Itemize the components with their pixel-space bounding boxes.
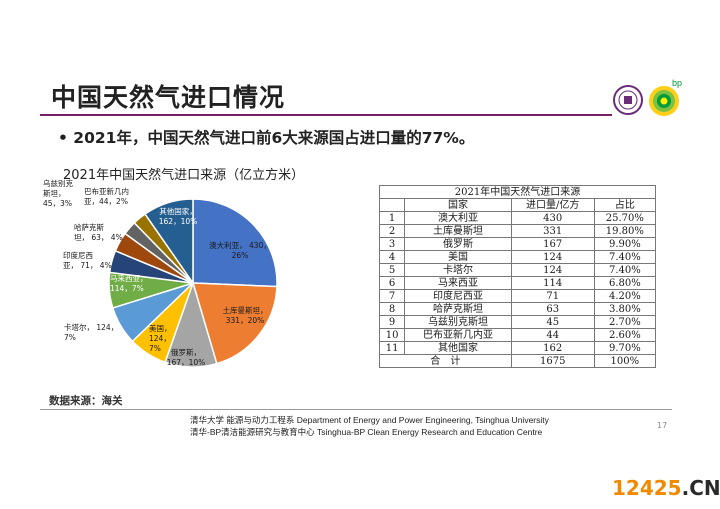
table-header-row: 国家 进口量/亿方 占比 bbox=[378, 198, 657, 212]
watermark-dot: . bbox=[681, 476, 690, 500]
header-country: 国家 bbox=[404, 198, 512, 212]
slice-data-label: 卡塔尔， 124， 7% bbox=[64, 322, 118, 342]
row-index: 2 bbox=[378, 224, 406, 238]
row-index: 6 bbox=[378, 276, 406, 290]
table-title: 2021年中国天然气进口来源 bbox=[379, 185, 656, 199]
row-share: 2.70% bbox=[593, 315, 657, 329]
import-sources-table: 2021年中国天然气进口来源 国家 进口量/亿方 占比 1 澳大利亚 430 25.7… bbox=[378, 185, 657, 368]
slice-data-label: 马来西亚， 114，7% bbox=[110, 274, 148, 293]
table-row: 11 其他国家 162 9.70% bbox=[378, 341, 657, 355]
watermark-suffix: CN bbox=[689, 476, 720, 500]
row-share: 9.90% bbox=[593, 237, 657, 251]
bp-helios-logo-icon: bp bbox=[649, 78, 682, 116]
row-volume: 167 bbox=[510, 237, 595, 251]
row-index: 10 bbox=[378, 328, 406, 342]
table-row: 9 乌兹别克斯坦 45 2.70% bbox=[378, 315, 657, 329]
row-index: 11 bbox=[378, 341, 406, 355]
row-share: 25.70% bbox=[593, 211, 657, 225]
site-watermark: 12425.CN bbox=[612, 476, 720, 500]
slice-data-label: 澳大利亚， 430， 26% bbox=[209, 240, 271, 260]
pie-chart: 澳大利亚， 430， 26% 土库曼斯坦， 331，20% 俄罗斯， 167，10%美国，… bbox=[43, 178, 278, 368]
row-country: 哈萨克斯坦 bbox=[404, 302, 512, 316]
row-volume: 124 bbox=[510, 250, 595, 264]
row-index: 8 bbox=[378, 302, 406, 316]
page-number: 17 bbox=[657, 421, 668, 430]
footer-centre: 清华-BP清洁能源研究与教育中心 Tsinghua-BP Clean Energ… bbox=[190, 427, 543, 437]
row-volume: 162 bbox=[510, 341, 595, 355]
row-country: 马来西亚 bbox=[404, 276, 512, 290]
table-row: 1 澳大利亚 430 25.70% bbox=[378, 211, 657, 225]
slice-data-label: 哈萨克斯坦， 63， 4% bbox=[74, 222, 123, 242]
table-row: 10 巴布亚新几内亚 44 2.60% bbox=[378, 328, 657, 342]
row-volume: 63 bbox=[510, 302, 595, 316]
row-country: 土库曼斯坦 bbox=[404, 224, 512, 238]
row-country: 巴布亚新几内亚 bbox=[404, 328, 512, 342]
row-share: 7.40% bbox=[593, 250, 657, 264]
row-country: 俄罗斯 bbox=[404, 237, 512, 251]
row-volume: 331 bbox=[510, 224, 595, 238]
row-volume: 124 bbox=[510, 263, 595, 277]
table-row: 4 美国 124 7.40% bbox=[378, 250, 657, 264]
pie-slice bbox=[143, 198, 194, 286]
row-volume: 45 bbox=[510, 315, 595, 329]
row-country: 卡塔尔 bbox=[404, 263, 512, 277]
row-share: 9.70% bbox=[593, 341, 657, 355]
row-share: 7.40% bbox=[593, 263, 657, 277]
row-share: 4.20% bbox=[593, 289, 657, 303]
header-index bbox=[378, 198, 406, 212]
row-country: 乌兹别克斯坦 bbox=[404, 315, 512, 329]
row-share: 3.80% bbox=[593, 302, 657, 316]
table-row: 8 哈萨克斯坦 63 3.80% bbox=[378, 302, 657, 316]
row-country: 其他国家 bbox=[404, 341, 512, 355]
row-index: 4 bbox=[378, 250, 406, 264]
pie-slice bbox=[192, 198, 278, 288]
key-finding-bullet: • 2021年，中国天然气进口前6大来源国占进口量的77%。 bbox=[58, 129, 475, 147]
table-row: 6 马来西亚 114 6.80% bbox=[378, 276, 657, 290]
row-country: 澳大利亚 bbox=[404, 211, 512, 225]
header-share: 占比 bbox=[593, 198, 657, 212]
slice-data-label: 乌兹别克斯坦， 45，3% bbox=[43, 178, 73, 208]
title-divider bbox=[40, 114, 612, 116]
slice-data-label: 其他国家， 162，10% bbox=[159, 206, 198, 226]
row-country: 美国 bbox=[404, 250, 512, 264]
footer-department: 清华大学 能源与动力工程系 Department of Energy and P… bbox=[190, 415, 549, 425]
row-volume: 71 bbox=[510, 289, 595, 303]
table-row: 7 印度尼西亚 71 4.20% bbox=[378, 289, 657, 303]
total-volume: 1675 bbox=[510, 354, 595, 368]
table-row: 2 土库曼斯坦 331 19.80% bbox=[378, 224, 657, 238]
row-volume: 430 bbox=[510, 211, 595, 225]
row-share: 6.80% bbox=[593, 276, 657, 290]
chart-title: 2021年中国天然气进口来源（亿立方米） bbox=[63, 168, 305, 183]
slide-title: 中国天然气进口情况 bbox=[51, 83, 286, 112]
slice-data-label: 土库曼斯坦， 331，20% bbox=[223, 305, 268, 325]
bp-wordmark: bp bbox=[672, 78, 682, 88]
row-volume: 114 bbox=[510, 276, 595, 290]
row-share: 19.80% bbox=[593, 224, 657, 238]
row-share: 2.60% bbox=[593, 328, 657, 342]
watermark-number: 12425 bbox=[612, 476, 682, 500]
header-volume: 进口量/亿方 bbox=[510, 198, 595, 212]
row-index: 1 bbox=[378, 211, 406, 225]
tsinghua-seal-icon bbox=[613, 85, 643, 115]
institution-logos: bp bbox=[613, 78, 682, 116]
total-label: 合 计 bbox=[379, 354, 512, 368]
data-source-note: 数据来源：海关 bbox=[49, 395, 123, 407]
table-total-row: 合 计 1675 100% bbox=[379, 354, 657, 368]
row-index: 5 bbox=[378, 263, 406, 277]
slice-data-label: 印度尼西亚， 71， 4% bbox=[63, 250, 112, 270]
row-volume: 44 bbox=[510, 328, 595, 342]
footer-divider bbox=[40, 409, 672, 410]
pie-slice bbox=[191, 282, 278, 365]
row-index: 9 bbox=[378, 315, 406, 329]
slice-data-label: 巴布亚新几内亚，44，2% bbox=[84, 186, 129, 206]
import-table-container: 2021年中国天然气进口来源 国家 进口量/亿方 占比 1 澳大利亚 430 25.7… bbox=[378, 185, 657, 368]
slice-data-label: 俄罗斯， 167，10% bbox=[167, 347, 206, 367]
total-share: 100% bbox=[593, 354, 657, 368]
table-row: 5 卡塔尔 124 7.40% bbox=[378, 263, 657, 277]
row-country: 印度尼西亚 bbox=[404, 289, 512, 303]
slice-data-label: 美国， 124， 7% bbox=[149, 323, 172, 353]
table-row: 3 俄罗斯 167 9.90% bbox=[378, 237, 657, 251]
row-index: 3 bbox=[378, 237, 406, 251]
row-index: 7 bbox=[378, 289, 406, 303]
